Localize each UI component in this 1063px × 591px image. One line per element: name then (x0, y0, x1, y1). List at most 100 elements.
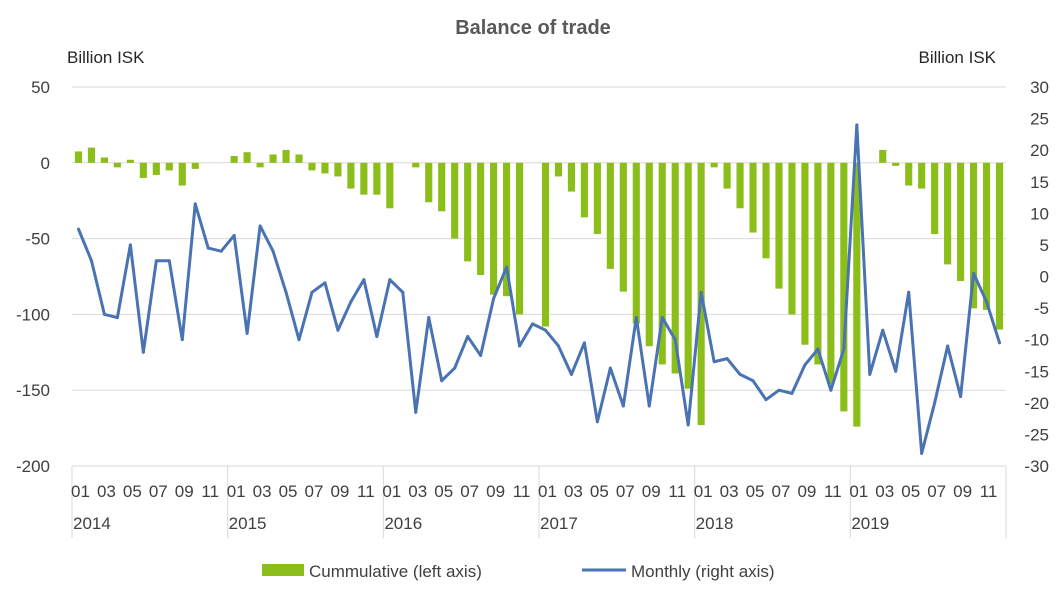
cumulative-bar (593, 162, 601, 235)
left-tick-label: -100 (16, 305, 50, 324)
monthly-point (751, 379, 755, 383)
cumulative-bar (840, 162, 848, 412)
monthly-point (634, 316, 638, 320)
left-tick-label: -200 (16, 457, 50, 476)
right-tick-label: -20 (1024, 394, 1049, 413)
cumulative-bar (736, 162, 744, 209)
month-tick-label: 03 (253, 482, 272, 501)
cumulative-bar (347, 162, 355, 189)
monthly-point (349, 300, 353, 304)
right-tick-label: -25 (1024, 425, 1049, 444)
monthly-point (621, 404, 625, 408)
monthly-point (102, 312, 106, 316)
cumulative-bar (334, 162, 342, 177)
monthly-point (128, 243, 132, 247)
cumulative-bar (87, 147, 96, 163)
monthly-point (673, 338, 677, 342)
monthly-point (297, 338, 301, 342)
chart-title: Balance of trade (455, 17, 611, 39)
month-tick-label: 05 (590, 482, 609, 501)
monthly-point (725, 357, 729, 361)
month-tick-label: 03 (875, 482, 894, 501)
month-tick-label: 09 (486, 482, 505, 501)
cumulative-bar (191, 162, 199, 169)
cumulative-bar (230, 155, 238, 163)
monthly-point (245, 331, 249, 335)
monthly-point (881, 328, 885, 332)
month-tick-label: 07 (772, 482, 791, 501)
month-tick-label: 09 (642, 482, 661, 501)
monthly-point (660, 316, 664, 320)
cumulative-bar (269, 154, 277, 163)
monthly-point (336, 328, 340, 332)
monthly-point (206, 246, 210, 250)
cumulative-bar (580, 162, 588, 218)
cumulative-bar (801, 162, 809, 345)
monthly-point (388, 278, 392, 282)
cumulative-bar (178, 162, 186, 186)
cumulative-bar (386, 162, 394, 209)
cumulative-bar (490, 162, 498, 295)
monthly-point (401, 290, 405, 294)
month-tick-label: 11 (513, 482, 531, 501)
left-axis-unit-label: Billion ISK (67, 48, 145, 67)
month-tick-label: 07 (460, 482, 479, 501)
monthly-point (998, 341, 1002, 345)
month-tick-label: 11 (201, 482, 219, 501)
monthly-point (323, 281, 327, 285)
year-label: 2015 (229, 514, 267, 533)
monthly-point (920, 451, 924, 455)
right-tick-label: 10 (1030, 204, 1049, 223)
right-tick-label: 20 (1030, 141, 1049, 160)
monthly-point (712, 360, 716, 364)
cumulative-bar (100, 157, 108, 163)
monthly-point (232, 233, 236, 237)
cumulative-bar (477, 162, 485, 275)
month-tick-label: 01 (538, 482, 557, 501)
monthly-point (505, 265, 509, 269)
monthly-point (933, 401, 937, 405)
right-axis-unit-label: Billion ISK (919, 48, 997, 67)
month-tick-label: 03 (720, 482, 739, 501)
monthly-point (76, 227, 80, 231)
legend-swatch-cumulative (262, 564, 304, 576)
cumulative-bar (749, 162, 757, 233)
monthly-point (414, 410, 418, 414)
month-tick-label: 03 (408, 482, 427, 501)
cumulative-bar (256, 162, 264, 168)
monthly-point (608, 366, 612, 370)
cumulative-bar (645, 162, 653, 347)
left-tick-label: 0 (41, 154, 50, 173)
monthly-point (556, 344, 560, 348)
monthly-point (543, 328, 547, 332)
monthly-point (531, 322, 535, 326)
month-tick-label: 05 (123, 482, 142, 501)
right-tick-label: -30 (1024, 457, 1049, 476)
month-tick-label: 11 (980, 482, 998, 501)
monthly-point (167, 259, 171, 263)
month-tick-label: 05 (434, 482, 453, 501)
monthly-point (959, 395, 963, 399)
legend: Cummulative (left axis) Monthly (right a… (262, 562, 775, 581)
left-axis-ticks: 50 0 -50 -100 -150 -200 (16, 78, 50, 476)
cumulative-bar (606, 162, 614, 269)
x-axis: 01 03 05 07 09 11 2014 01 03 05 07 09 11 2015 01 03 05 07… (71, 466, 1007, 538)
monthly-point (842, 347, 846, 351)
monthly-point (492, 297, 496, 301)
cumulative-bar (995, 162, 1004, 330)
month-tick-label: 01 (382, 482, 401, 501)
monthly-line-layer (76, 123, 1002, 455)
month-tick-label: 09 (330, 482, 349, 501)
month-tick-label: 01 (694, 482, 713, 501)
cumulative-bar (892, 162, 900, 166)
month-tick-label: 11 (668, 482, 686, 501)
right-tick-label: 30 (1030, 78, 1049, 97)
cumulative-bar (295, 154, 303, 163)
cumulative-bar (632, 162, 640, 324)
monthly-point (855, 123, 859, 127)
right-tick-label: 0 (1040, 268, 1049, 287)
cumulative-bar (619, 162, 627, 292)
right-tick-label: -10 (1024, 331, 1049, 350)
monthly-point (154, 259, 158, 263)
legend-label-monthly: Monthly (right axis) (631, 562, 775, 581)
